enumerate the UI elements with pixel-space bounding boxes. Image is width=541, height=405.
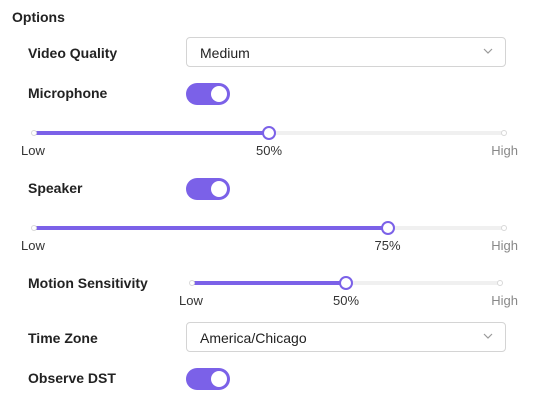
slider-min-dot bbox=[31, 130, 37, 136]
motion-sensitivity-label: Motion Sensitivity bbox=[28, 275, 148, 291]
slider-fill bbox=[190, 281, 346, 285]
slider-max-dot bbox=[501, 225, 507, 231]
slider-max-label: High bbox=[491, 143, 518, 158]
slider-max-label: High bbox=[491, 293, 518, 308]
slider-max-label: High bbox=[491, 238, 518, 253]
microphone-slider[interactable]: Low 50% High bbox=[21, 126, 518, 171]
slider-max-dot bbox=[497, 280, 503, 286]
time-zone-value: America/Chicago bbox=[200, 330, 307, 346]
slider-max-dot bbox=[501, 130, 507, 136]
observe-dst-label: Observe DST bbox=[28, 370, 116, 386]
slider-min-dot bbox=[189, 280, 195, 286]
section-title: Options bbox=[12, 9, 65, 25]
slider-thumb[interactable] bbox=[380, 221, 395, 235]
video-quality-select[interactable]: Medium bbox=[186, 37, 506, 67]
slider-min-dot bbox=[31, 225, 37, 231]
chevron-down-icon bbox=[483, 48, 493, 54]
slider-min-label: Low bbox=[21, 143, 45, 158]
slider-thumb[interactable] bbox=[339, 276, 353, 290]
chevron-down-icon bbox=[483, 333, 493, 339]
speaker-toggle[interactable] bbox=[186, 178, 230, 200]
slider-fill bbox=[32, 131, 269, 135]
slider-fill bbox=[32, 226, 388, 230]
video-quality-value: Medium bbox=[200, 45, 250, 61]
toggle-knob bbox=[211, 86, 227, 102]
slider-min-label: Low bbox=[179, 293, 203, 308]
speaker-label: Speaker bbox=[28, 180, 83, 196]
microphone-label: Microphone bbox=[28, 85, 108, 101]
speaker-slider[interactable]: Low 75% High bbox=[21, 221, 518, 266]
toggle-knob bbox=[211, 371, 227, 387]
microphone-toggle[interactable] bbox=[186, 83, 230, 105]
toggle-knob bbox=[211, 181, 227, 197]
time-zone-select[interactable]: America/Chicago bbox=[186, 322, 506, 352]
slider-thumb[interactable] bbox=[262, 126, 276, 140]
motion-sensitivity-slider[interactable]: Low 50% High bbox=[179, 276, 518, 321]
slider-min-label: Low bbox=[21, 238, 45, 253]
slider-value-label: 75% bbox=[374, 238, 401, 253]
time-zone-label: Time Zone bbox=[28, 330, 98, 346]
observe-dst-toggle[interactable] bbox=[186, 368, 230, 390]
video-quality-label: Video Quality bbox=[28, 45, 118, 61]
slider-value-label: 50% bbox=[255, 143, 283, 158]
slider-value-label: 50% bbox=[332, 293, 360, 308]
